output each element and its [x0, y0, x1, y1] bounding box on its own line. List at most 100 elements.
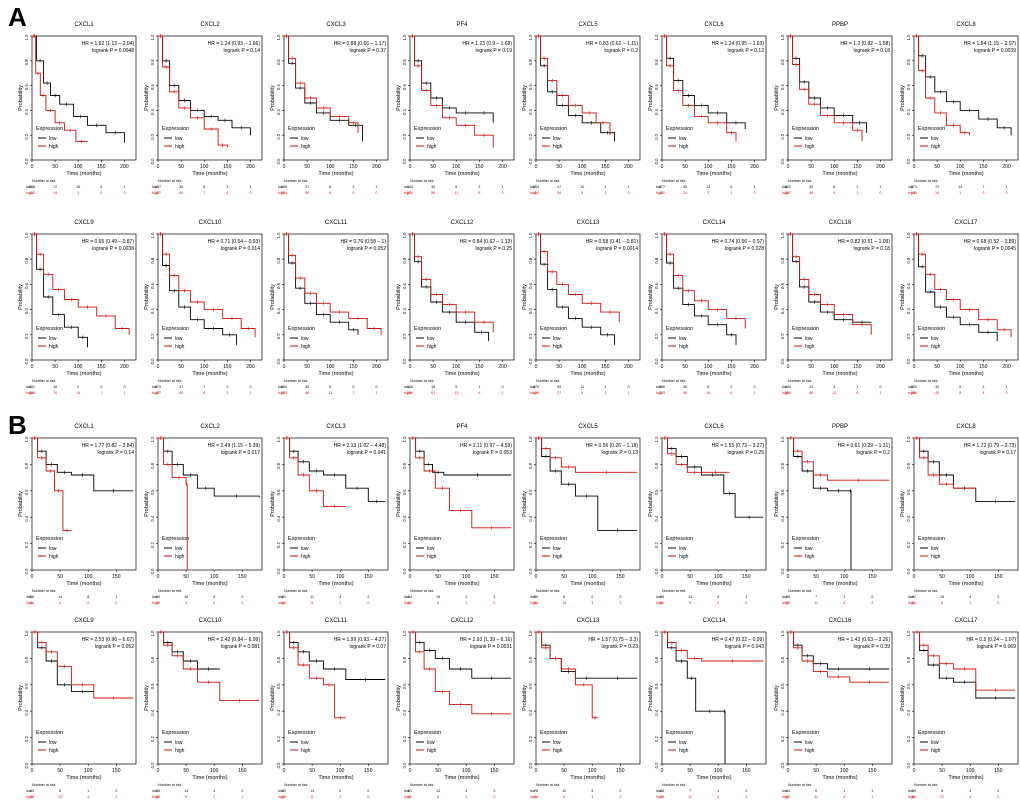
risk-count-low: 14 — [809, 385, 813, 389]
y-tick-label: 0.2 — [276, 133, 281, 139]
risk-title: Number at risk — [536, 783, 560, 787]
legend-label-high: high — [931, 344, 941, 350]
legend-title: Expression — [414, 126, 441, 132]
risk-row-label-low: low — [404, 185, 410, 189]
y-tick-label: 0.2 — [24, 736, 29, 742]
risk-count-low: 46 — [683, 185, 687, 189]
risk-count-low: 92 — [912, 595, 916, 599]
risk-row-label-low: low — [404, 789, 410, 793]
y-tick-label: 0.6 — [528, 683, 533, 689]
y-axis-label: Probability — [270, 491, 276, 517]
survival-curve-high — [284, 631, 346, 719]
legend-label-high: high — [805, 144, 815, 150]
survival-curve-high — [914, 233, 1012, 338]
legend-label-high: high — [931, 144, 941, 150]
risk-count-low: 105 — [281, 185, 287, 189]
risk-count-high: 14 — [935, 191, 939, 195]
panel-title: CXCL11 — [325, 220, 348, 226]
x-axis-label: Time (months) — [696, 775, 731, 781]
survival-curve-low — [662, 631, 726, 764]
risk-count-low: 0 — [627, 385, 629, 389]
y-tick-label: 0.2 — [654, 333, 659, 339]
y-tick-label: 1.0 — [24, 630, 29, 636]
panel-title: CXCL14 — [703, 618, 726, 624]
survival-curve-high — [410, 631, 512, 715]
risk-count-low: 101 — [29, 385, 35, 389]
risk-count-low: 14 — [184, 789, 188, 793]
risk-count-high: 5 — [437, 601, 439, 605]
risk-count-low: 7 — [815, 595, 817, 599]
logrank-p: logrank P = 0.0038 — [92, 246, 134, 252]
y-tick-label: 1.0 — [906, 436, 911, 442]
risk-count-low: 3 — [226, 185, 228, 189]
panel-title: CXCL1 — [74, 22, 94, 28]
legend-label-low: low — [553, 546, 561, 552]
plot-frame — [787, 437, 893, 571]
legend-label-low: low — [175, 546, 183, 552]
risk-count-low: 1 — [493, 595, 495, 599]
risk-count-low: 264 — [281, 385, 287, 389]
x-tick-label: 150 — [979, 364, 988, 370]
legend-label-low: low — [301, 336, 309, 342]
logrank-p: logrank P = 0.12 — [728, 48, 765, 54]
survival-curve-low — [914, 35, 1012, 136]
risk-count-high: 102 — [29, 191, 35, 195]
x-tick-label: 100 — [830, 164, 839, 170]
legend-label-low: low — [805, 136, 813, 142]
plot-frame — [409, 631, 515, 765]
hazard-ratio: HR = 1.77 (0.82 – 3.84) — [82, 443, 135, 449]
risk-count-low: 7 — [689, 789, 691, 793]
legend-label-high: high — [301, 748, 311, 754]
risk-count-low: 8 — [329, 185, 331, 189]
risk-row-label-high: high — [656, 795, 663, 799]
legend-title: Expression — [918, 326, 945, 332]
risk-count-low: 8 — [87, 595, 89, 599]
panel-title: PPBP — [832, 424, 848, 430]
logrank-p: logrank P = 0.0048 — [92, 48, 134, 54]
y-axis-label: Probability — [648, 685, 654, 711]
x-tick-label: 200 — [876, 164, 885, 170]
y-tick-label: 0.6 — [780, 489, 785, 495]
panel-title: CXCL16 — [829, 220, 852, 226]
logrank-p: logrank P = 0.017 — [221, 450, 260, 456]
risk-count-low: 3 — [982, 385, 984, 389]
risk-count-low: 14 — [310, 789, 314, 793]
survival-curve-low — [158, 233, 238, 345]
panel-title: CXCL6 — [704, 424, 724, 430]
risk-count-low: 277 — [659, 185, 665, 189]
risk-count-low: 2 — [997, 789, 999, 793]
panel-title: CXCL13 — [577, 220, 600, 226]
y-tick-label: 0.4 — [780, 515, 785, 521]
x-tick-label: 150 — [727, 364, 736, 370]
x-tick-label: 100 — [326, 364, 335, 370]
risk-count-low: 273 — [155, 385, 161, 389]
risk-count-high: 45 — [809, 191, 813, 195]
risk-count-low: 1 — [856, 385, 858, 389]
legend-title: Expression — [918, 536, 945, 542]
x-tick-label: 100 — [588, 574, 597, 580]
y-axis-label: Probability — [774, 284, 780, 310]
hazard-ratio: HR = 0.71 (0.54 – 0.93) — [208, 239, 261, 245]
risk-count-high: 0 — [367, 795, 369, 799]
hazard-ratio: HR = 2.11 (0.97 – 4.59) — [460, 443, 512, 449]
legend-label-low: low — [175, 740, 183, 746]
risk-count-high: 5 — [941, 601, 943, 605]
risk-count-low: 39 — [912, 789, 916, 793]
risk-row-label-high: high — [404, 795, 411, 799]
x-tick-label: 0 — [913, 574, 916, 580]
risk-count-high: 0 — [501, 191, 503, 195]
y-tick-label: 1.0 — [528, 34, 533, 40]
y-tick-label: 0.0 — [906, 358, 911, 364]
risk-count-low: 288 — [29, 185, 35, 189]
x-tick-label: 0 — [283, 768, 286, 774]
risk-count-high: 2 — [717, 601, 719, 605]
legend-title: Expression — [288, 536, 315, 542]
hazard-ratio: HR = 2.13 (1.02 – 4.48) — [334, 443, 387, 449]
y-tick-label: 1.0 — [24, 34, 29, 40]
risk-count-high: 1 — [465, 601, 467, 605]
y-tick-label: 0.4 — [654, 108, 659, 114]
risk-count-high: 0 — [997, 601, 999, 605]
risk-row-label-high: high — [26, 391, 33, 395]
